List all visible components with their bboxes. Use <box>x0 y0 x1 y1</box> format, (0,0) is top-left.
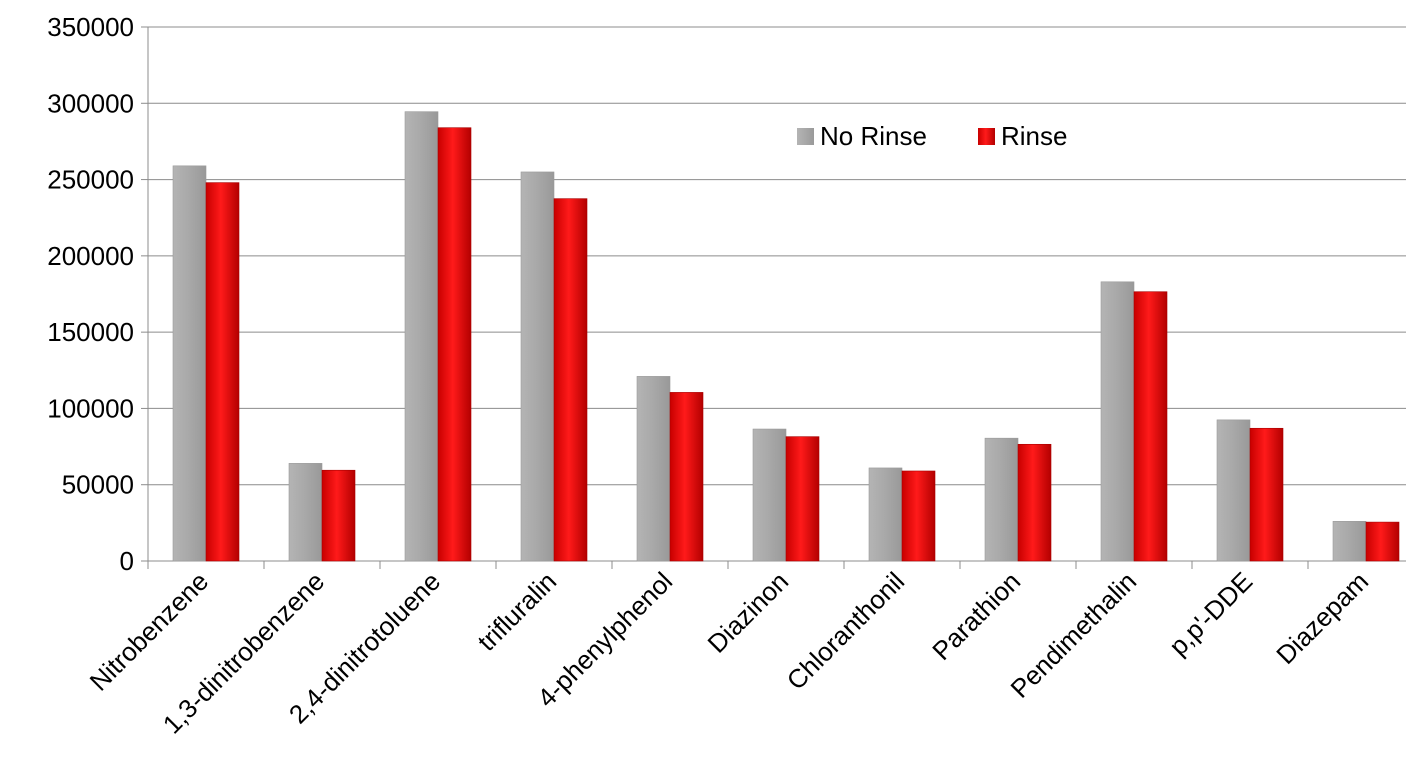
y-tick-label: 0 <box>120 546 134 576</box>
bar-rinse <box>1017 443 1052 562</box>
x-tick-label: Chloranthonil <box>781 566 911 696</box>
y-tick-label: 200000 <box>47 241 134 271</box>
bar-no-rinse <box>1100 281 1135 562</box>
bar-rinse <box>553 198 588 562</box>
legend-label-rinse: Rinse <box>1001 121 1067 151</box>
bar-rinse <box>901 470 936 562</box>
bar-no-rinse <box>1216 419 1251 562</box>
bar-no-rinse <box>984 437 1019 562</box>
x-tick-label: Parathion <box>926 566 1026 666</box>
legend-swatch-no-rinse <box>797 128 814 145</box>
y-tick-labels: 0 50000 100000 150000 200000 250000 300000 3500… <box>47 12 134 576</box>
bar-rinse <box>1133 291 1168 562</box>
bar-no-rinse <box>752 428 787 562</box>
x-tick-label: p,p'-DDE <box>1163 566 1258 661</box>
bar-no-rinse <box>288 463 323 562</box>
legend-label-no-rinse: No Rinse <box>820 121 927 151</box>
legend: No Rinse Rinse <box>797 121 1067 151</box>
bar-rinse <box>1249 427 1284 562</box>
bar-no-rinse <box>636 376 671 562</box>
legend-swatch-rinse <box>978 128 995 145</box>
y-tick-label: 350000 <box>47 12 134 42</box>
bars <box>172 111 1400 562</box>
x-tick-label: trifluralin <box>472 566 563 657</box>
y-tick-label: 50000 <box>62 470 134 500</box>
bar-rinse <box>1365 521 1400 562</box>
bar-no-rinse <box>868 467 903 562</box>
y-tick-label: 150000 <box>47 317 134 347</box>
x-tick-label: Diazepam <box>1270 566 1374 670</box>
x-tick-label: Nitrobenzene <box>84 566 215 697</box>
x-tick-labels: Nitrobenzene1,3-dinitrobenzene2,4-dinitr… <box>84 566 1375 740</box>
bar-no-rinse <box>172 165 207 562</box>
bar-rinse <box>669 392 704 562</box>
bar-no-rinse <box>520 171 555 562</box>
bar-rinse <box>321 469 356 562</box>
bar-rinse <box>785 436 820 562</box>
bar-no-rinse <box>404 111 439 562</box>
y-tick-label: 300000 <box>47 88 134 118</box>
bar-rinse <box>205 182 240 562</box>
gridlines <box>148 26 1406 486</box>
y-tick-label: 250000 <box>47 165 134 195</box>
x-tick-label: Diazinon <box>701 566 794 659</box>
y-tick-label: 100000 <box>47 393 134 423</box>
bar-rinse <box>437 127 472 562</box>
bar-no-rinse <box>1332 521 1367 562</box>
